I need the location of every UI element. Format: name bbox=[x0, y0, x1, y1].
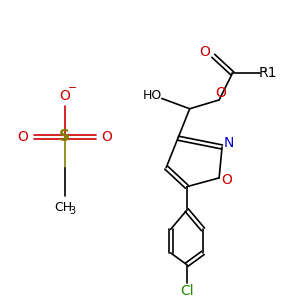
Text: O: O bbox=[59, 88, 70, 103]
Text: 3: 3 bbox=[69, 206, 75, 216]
Text: O: O bbox=[17, 130, 28, 144]
Text: −: − bbox=[68, 83, 77, 93]
Text: CH: CH bbox=[54, 201, 72, 214]
Text: R1: R1 bbox=[258, 66, 277, 80]
Text: N: N bbox=[224, 136, 234, 151]
Text: S: S bbox=[59, 129, 70, 144]
Text: O: O bbox=[200, 45, 210, 59]
Text: Cl: Cl bbox=[180, 284, 194, 298]
Text: O: O bbox=[101, 130, 112, 144]
Text: O: O bbox=[221, 173, 232, 187]
Text: HO: HO bbox=[143, 89, 162, 102]
Text: O: O bbox=[215, 86, 226, 100]
